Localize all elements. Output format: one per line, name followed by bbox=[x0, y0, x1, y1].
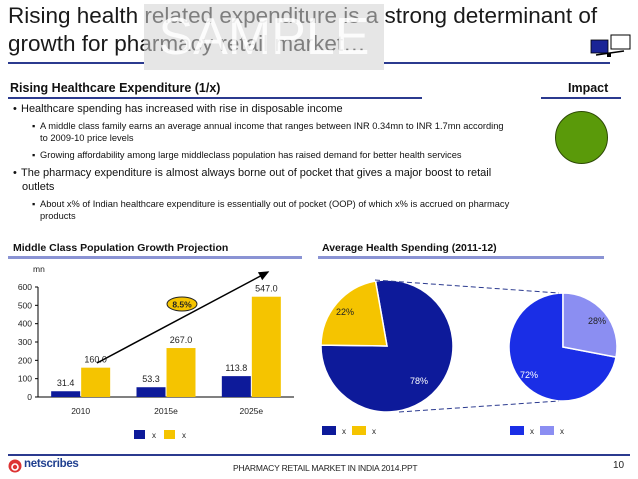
bullet-list: • Healthcare spending has increased with … bbox=[10, 102, 510, 227]
legend-swatch bbox=[510, 426, 524, 435]
y-tick-label: 400 bbox=[18, 319, 32, 329]
section-rule bbox=[8, 97, 422, 99]
impact-rule bbox=[541, 97, 621, 99]
sub-bullet-text: A middle class family earns an average a… bbox=[40, 121, 504, 143]
legend-swatch bbox=[164, 430, 175, 439]
sub-bullet-item: ▪ Growing affordability among large middl… bbox=[32, 150, 462, 160]
y-axis-unit-label: mn bbox=[33, 264, 45, 274]
pie-slice-minor bbox=[562, 292, 618, 358]
bar-chart-rule bbox=[8, 256, 302, 259]
bar-value-label: 53.3 bbox=[142, 374, 160, 384]
bar-series2 bbox=[81, 367, 111, 397]
impact-heading: Impact bbox=[568, 81, 609, 95]
x-tick-label: 2025e bbox=[240, 406, 264, 416]
legend-label: x bbox=[342, 427, 346, 436]
y-tick-label: 600 bbox=[18, 282, 32, 292]
monitor-pair-icon bbox=[588, 34, 634, 60]
sub-bullet-item: ▪ About x% of Indian healthcare expenditu… bbox=[32, 199, 510, 221]
legend-swatch bbox=[134, 430, 145, 439]
y-tick-label: 100 bbox=[18, 374, 32, 384]
pie-chart-title: Average Health Spending (2011-12) bbox=[322, 242, 497, 254]
bar-chart-title: Middle Class Population Growth Projectio… bbox=[13, 242, 229, 254]
document-name: PHARMACY RETAIL MARKET IN INDIA 2014.PPT bbox=[233, 463, 418, 473]
impact-indicator-circle bbox=[555, 111, 608, 164]
y-tick-label: 200 bbox=[18, 355, 32, 365]
x-tick-label: 2015e bbox=[154, 406, 178, 416]
bar-series2 bbox=[251, 296, 281, 397]
pie-of-pie-chart: 78% 22% 72% 28% x x x x bbox=[320, 279, 618, 436]
sample-watermark: SAMPLE bbox=[144, 4, 384, 70]
bar-series1 bbox=[136, 387, 166, 397]
bar-value-label: 547.0 bbox=[255, 284, 278, 294]
bar-series2 bbox=[166, 348, 196, 397]
bar-series1 bbox=[221, 376, 251, 397]
bar-value-label: 113.8 bbox=[225, 363, 247, 373]
legend-swatch bbox=[540, 426, 554, 435]
legend-label: x bbox=[152, 431, 156, 440]
pie-slice-label: 28% bbox=[588, 316, 606, 326]
sub-bullet-item: ▪ A middle class family earns an average … bbox=[32, 121, 504, 143]
bar-series1 bbox=[51, 391, 81, 397]
bar-chart: mn 0 100 200 300 400 500 600 31.4 160.0 2010 53.3 26… bbox=[18, 264, 294, 440]
netscribes-logo: netscribes bbox=[8, 458, 79, 473]
legend-label: x bbox=[182, 431, 186, 440]
bullet-text: Healthcare spending has increased with r… bbox=[21, 103, 343, 115]
legend-label: x bbox=[530, 427, 534, 436]
connector-line-bottom bbox=[398, 400, 560, 413]
cagr-label: 8.5% bbox=[172, 300, 192, 310]
cagr-badge bbox=[166, 296, 198, 312]
y-tick-label: 0 bbox=[27, 392, 32, 402]
pie-slice-label: 72% bbox=[520, 370, 538, 380]
page-number: 10 bbox=[613, 460, 625, 471]
netscribes-logo-icon bbox=[8, 459, 22, 473]
pie-slice-label: 78% bbox=[410, 376, 428, 386]
bullet-item: • The pharmacy expenditure is almost alwa… bbox=[13, 167, 492, 193]
legend-label: x bbox=[372, 427, 376, 436]
pie-slice-label: 22% bbox=[336, 307, 354, 317]
pie-slice-minor bbox=[320, 280, 388, 347]
pie-chart-rule bbox=[318, 256, 604, 259]
x-tick-label: 2010 bbox=[71, 406, 90, 416]
title-rule-right bbox=[384, 62, 610, 64]
legend-swatch bbox=[322, 426, 336, 435]
y-tick-label: 500 bbox=[18, 300, 32, 310]
bullet-text: The pharmacy expenditure is almost alway… bbox=[21, 167, 492, 193]
bar-value-label: 267.0 bbox=[170, 335, 193, 345]
bar-value-label: 31.4 bbox=[57, 378, 75, 388]
bar-value-label: 160.0 bbox=[84, 355, 107, 365]
netscribes-logo-text: netscribes bbox=[24, 458, 79, 470]
legend-label: x bbox=[560, 427, 564, 436]
bullet-item: • Healthcare spending has increased with … bbox=[13, 103, 343, 115]
footer-rule bbox=[8, 454, 630, 456]
legend-swatch bbox=[352, 426, 366, 435]
title-rule-left bbox=[8, 62, 144, 64]
section-heading: Rising Healthcare Expenditure (1/x) bbox=[10, 81, 221, 95]
growth-arrow bbox=[96, 271, 270, 364]
connector-line-top bbox=[374, 279, 560, 294]
sub-bullet-text: About x% of Indian healthcare expenditur… bbox=[40, 199, 510, 221]
y-tick-label: 300 bbox=[18, 337, 32, 347]
sub-bullet-text: Growing affordability among large middle… bbox=[40, 150, 462, 160]
